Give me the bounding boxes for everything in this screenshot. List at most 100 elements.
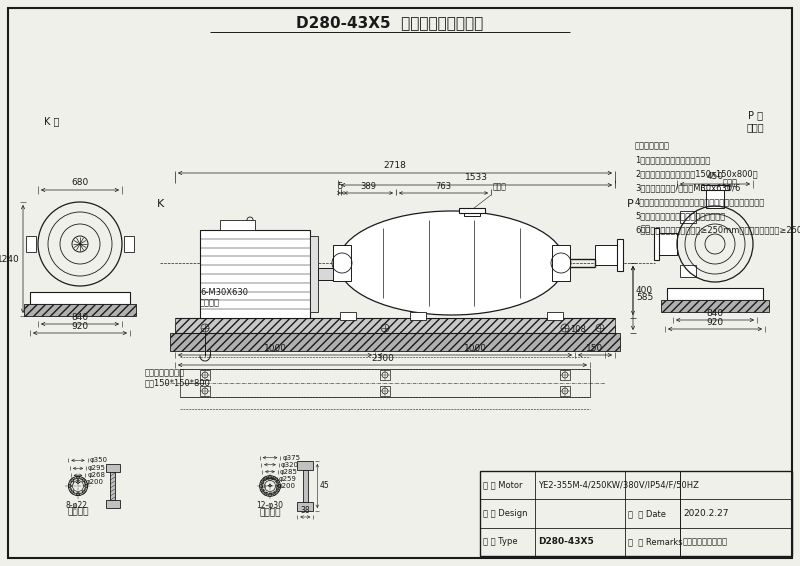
Text: 150: 150 [586,344,604,353]
Bar [24,304,136,316]
Text: 585: 585 [636,294,654,302]
Bar [380,386,390,396]
Text: 2718: 2718 [383,161,406,170]
Text: 2020.2.27: 2020.2.27 [683,509,729,518]
Text: 840: 840 [706,309,723,318]
Bar [458,208,485,213]
Bar [680,265,696,277]
Bar [547,312,563,320]
Text: K 向: K 向 [44,116,60,126]
Bar [175,325,615,333]
Bar [380,370,390,380]
Text: 仙出水: 仙出水 [493,182,507,191]
Text: 920: 920 [706,318,723,327]
Text: 108: 108 [570,324,586,333]
Text: K: K [156,199,164,209]
Bar [180,369,590,397]
Text: 设 计 Design: 设 计 Design [483,509,527,518]
Text: 680: 680 [71,178,89,187]
Text: 初步资料，仅供参考: 初步资料，仅供参考 [683,537,728,546]
Bar [480,471,792,556]
Bar [318,268,338,280]
Text: φ200: φ200 [86,479,103,486]
Bar [26,236,36,252]
Bar [30,292,130,304]
Bar [220,220,255,230]
Text: φ320: φ320 [281,462,299,468]
Text: φ200: φ200 [278,483,295,488]
Text: 1240: 1240 [0,255,20,264]
Text: YE2-355M-4/250KW/380V/IP54/F/50HZ: YE2-355M-4/250KW/380V/IP54/F/50HZ [538,481,699,490]
Text: 389: 389 [361,182,377,191]
Text: 2、地脚螺栓预留孔规格：150x150x800；: 2、地脚螺栓预留孔规格：150x150x800； [635,169,758,178]
Bar [617,239,623,271]
Text: 5: 5 [337,182,342,191]
Text: 6、底座基础长宽方向均预留≥250mm，宽度方向均预留≥250mm。: 6、底座基础长宽方向均预留≥250mm，宽度方向均预留≥250mm。 [635,225,800,234]
Bar [667,288,763,300]
Text: 450: 450 [706,172,723,181]
Bar [106,500,120,508]
Bar [661,300,769,312]
Bar [463,213,479,216]
Text: 1000: 1000 [263,344,286,353]
Ellipse shape [338,211,565,315]
Bar [410,312,426,320]
Text: 备  注 Remarks: 备 注 Remarks [628,537,682,546]
Bar [340,312,356,320]
Text: φ350: φ350 [90,457,108,464]
Bar [595,245,617,265]
Text: 预留二次灌浆方孔
方孔150*150*800: 预留二次灌浆方孔 方孔150*150*800 [145,368,211,388]
Text: P 向
仙出水: P 向 仙出水 [746,110,764,132]
Text: 5、从传送端看，泵为顺时针方向旋转。: 5、从传送端看，泵为顺时针方向旋转。 [635,211,726,220]
Text: φ259: φ259 [279,475,297,482]
Bar [298,461,314,470]
Bar [170,333,620,351]
Text: 2300: 2300 [371,354,394,363]
Bar [180,320,610,325]
Bar [654,228,659,260]
Text: D280-43X5: D280-43X5 [538,537,594,546]
Text: 进口法兰: 进口法兰 [67,508,89,517]
Text: 400: 400 [636,286,653,295]
Bar [200,230,310,318]
Text: φ268: φ268 [87,473,106,478]
Text: P: P [626,199,634,209]
Text: 8-φ22: 8-φ22 [66,500,87,509]
Text: 3、地脚螺栓规格/数量：M30x630/6: 3、地脚螺栓规格/数量：M30x630/6 [635,183,740,192]
Text: D280-43X5  型泵外型安装尺寸图: D280-43X5 型泵外型安装尺寸图 [296,15,484,31]
Text: φ285: φ285 [280,469,298,475]
Text: 763: 763 [435,182,451,191]
Text: φ295: φ295 [88,465,106,471]
Bar [310,236,318,312]
Text: 出口法兰: 出口法兰 [259,508,281,517]
Text: 920: 920 [71,322,89,331]
Text: 进水: 进水 [641,225,651,234]
Bar [701,185,729,190]
Bar [200,370,210,380]
Bar [303,470,308,502]
Bar [106,464,120,472]
Bar [200,386,210,396]
Bar [110,472,115,500]
Text: 型 号 Type: 型 号 Type [483,537,518,546]
Text: 1533: 1533 [465,173,488,182]
Bar [175,318,615,333]
Bar [298,502,314,511]
Text: 6-M30X630
地脚螺栓: 6-M30X630 地脚螺栓 [200,288,248,308]
Text: 4、机组调平后，对地脚螺栓，管路应无应力地焊到架上。: 4、机组调平后，对地脚螺栓，管路应无应力地焊到架上。 [635,197,766,206]
Bar [560,370,570,380]
Bar [659,233,677,255]
Text: 45: 45 [319,482,329,491]
Bar [706,190,724,208]
Text: 1、地脚螺栓预留孔按右图分布；: 1、地脚螺栓预留孔按右图分布； [635,155,710,164]
Text: φ375: φ375 [282,454,300,461]
Bar [560,386,570,396]
Text: 840: 840 [71,313,89,322]
Text: 仙出水: 仙出水 [723,178,738,187]
Bar [552,245,570,281]
Text: 12-φ30: 12-φ30 [257,501,284,511]
Bar [124,236,134,252]
Text: 安装配置要求：: 安装配置要求： [635,141,670,150]
Text: 日  期 Date: 日 期 Date [628,509,666,518]
Text: 电 机 Motor: 电 机 Motor [483,481,522,490]
